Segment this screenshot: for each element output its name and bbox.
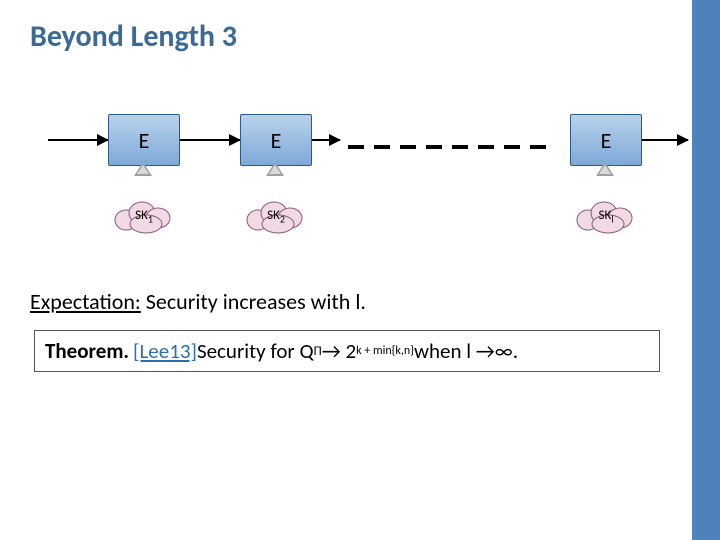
slide-title: Beyond Length 3 [30,18,237,55]
arrow-2-out [312,139,340,141]
arrow-in-1 [48,139,108,141]
arrow-1-2 [180,139,240,141]
key-arrow-l [596,162,614,176]
expectation-text: Security increases with l. [141,288,366,315]
theorem-sub: Π [314,344,322,359]
cipher-box-1: E [108,114,180,166]
expectation-label: Expectation: [30,288,141,315]
right-accent-bar [692,0,720,540]
cipher-box-l-label: E [601,127,612,154]
ellipsis-dashes [348,137,556,139]
slide: Beyond Length 3 E E E SK1 SK2 SKl Expect… [0,0,720,540]
key-cloud-1: SK1 [112,200,176,234]
cipher-box-l: E [570,114,642,166]
theorem-post: when l →∞. [414,338,518,364]
theorem-pre: Security for Q [197,338,314,364]
key-arrow-2 [266,162,284,176]
theorem-box: Theorem. [Lee13] Security for QΠ → 2k + … [34,330,660,372]
theorem-sup: k + min{k,n} [356,344,414,358]
expectation-line: Expectation: Security increases with l. [30,288,366,315]
cipher-chain-diagram: E E E SK1 SK2 SKl [30,100,670,250]
arrow-out-l [642,139,688,141]
cipher-box-2: E [240,114,312,166]
theorem-mid: → 2 [322,338,356,364]
theorem-cite: [Lee13] [133,338,197,364]
cipher-box-2-label: E [271,127,282,154]
theorem-word: Theorem. [45,338,129,364]
key-arrow-1 [134,162,152,176]
cipher-box-1-label: E [139,127,150,154]
key-cloud-2: SK2 [244,200,308,234]
key-cloud-l: SKl [574,200,638,234]
